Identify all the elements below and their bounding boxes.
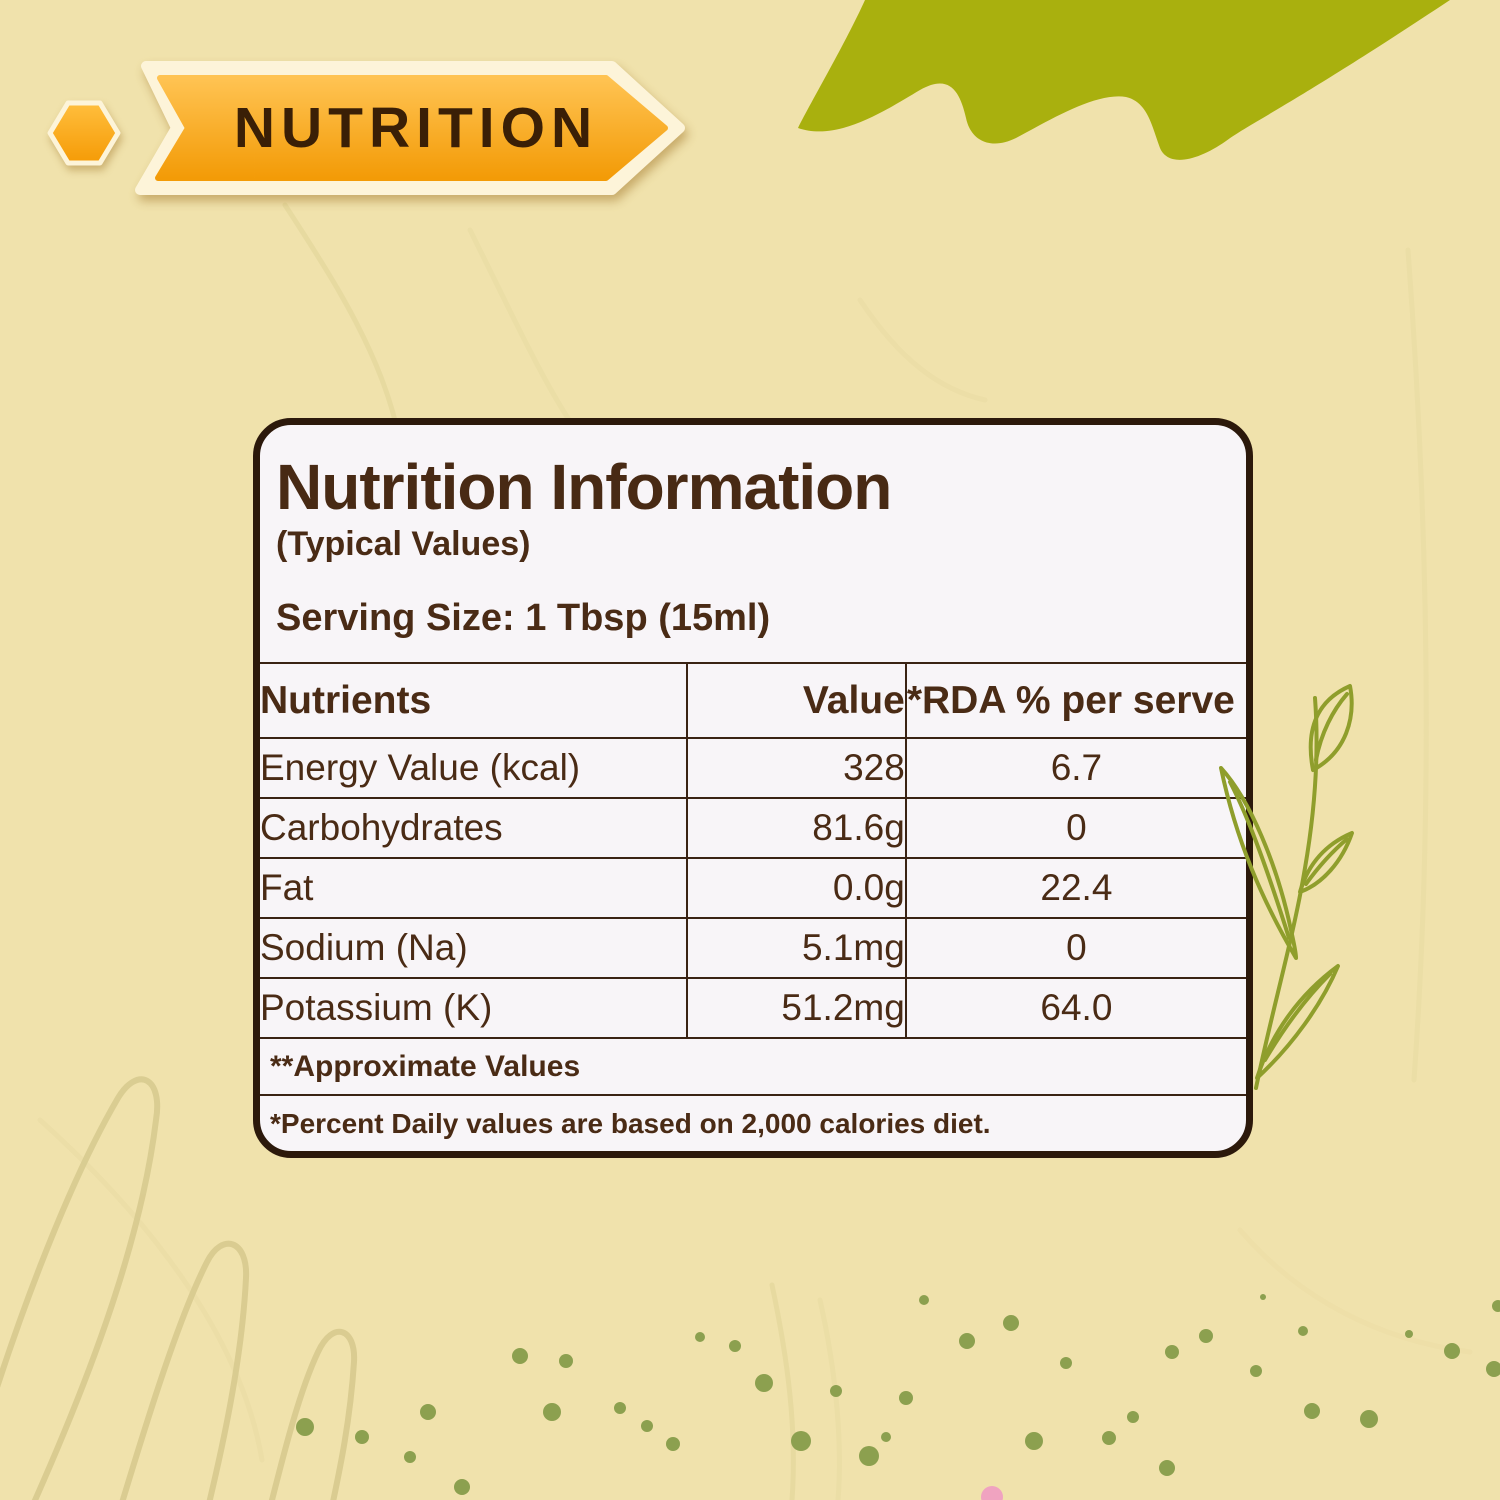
table-row: Potassium (K) 51.2mg 64.0	[260, 978, 1246, 1039]
nutrient-name: Energy Value (kcal)	[260, 738, 688, 799]
nutrient-name: Fat	[260, 858, 688, 919]
nutrient-value: 328	[686, 738, 907, 799]
banner-label: NUTRITION	[234, 96, 598, 160]
nutrition-table: Nutrients Value *RDA % per serve Energy …	[260, 662, 1246, 1039]
header-nutrients: Nutrients	[260, 662, 688, 739]
nutrient-value: 81.6g	[686, 798, 907, 859]
card-header: Nutrition Information (Typical Values) S…	[260, 425, 1246, 662]
nutrient-rda: 22.4	[905, 858, 1246, 919]
banner-fill	[155, 75, 668, 181]
hexagon-icon	[40, 92, 126, 174]
card-title: Nutrition Information	[276, 451, 892, 523]
nutrient-value: 0.0g	[686, 858, 907, 919]
header-value: Value	[686, 662, 907, 739]
nutrient-value: 51.2mg	[686, 978, 907, 1039]
hand-outline	[0, 1076, 358, 1500]
green-paint-blob	[798, 0, 1450, 160]
table-row: Fat 0.0g 22.4	[260, 858, 1246, 919]
nutrient-rda: 6.7	[905, 738, 1246, 799]
dot-scatter	[296, 1294, 1500, 1495]
nutrient-name: Potassium (K)	[260, 978, 688, 1039]
nutrient-value: 5.1mg	[686, 918, 907, 979]
nutrient-name: Carbohydrates	[260, 798, 688, 859]
nutrition-banner: NUTRITION	[118, 58, 698, 198]
table-row: Energy Value (kcal) 328 6.7	[260, 738, 1246, 799]
table-header-row: Nutrients Value *RDA % per serve	[260, 662, 1246, 739]
card-subtitle: (Typical Values)	[276, 525, 531, 564]
nutrition-card: Nutrition Information (Typical Values) S…	[253, 418, 1253, 1158]
table-row: Sodium (Na) 5.1mg 0	[260, 918, 1246, 979]
nutrient-name: Sodium (Na)	[260, 918, 688, 979]
nutrient-rda: 0	[905, 918, 1246, 979]
pink-dot	[981, 1486, 1003, 1500]
serving-size: Serving Size: 1 Tbsp (15ml)	[276, 597, 771, 640]
note-percent-daily: *Percent Daily values are based on 2,000…	[270, 1108, 991, 1139]
nutrient-rda: 64.0	[905, 978, 1246, 1039]
table-row: Carbohydrates 81.6g 0	[260, 798, 1246, 859]
header-rda: *RDA % per serve	[905, 662, 1246, 739]
note-approximate-values: **Approximate Values	[260, 1039, 1246, 1096]
nutrient-rda: 0	[905, 798, 1246, 859]
